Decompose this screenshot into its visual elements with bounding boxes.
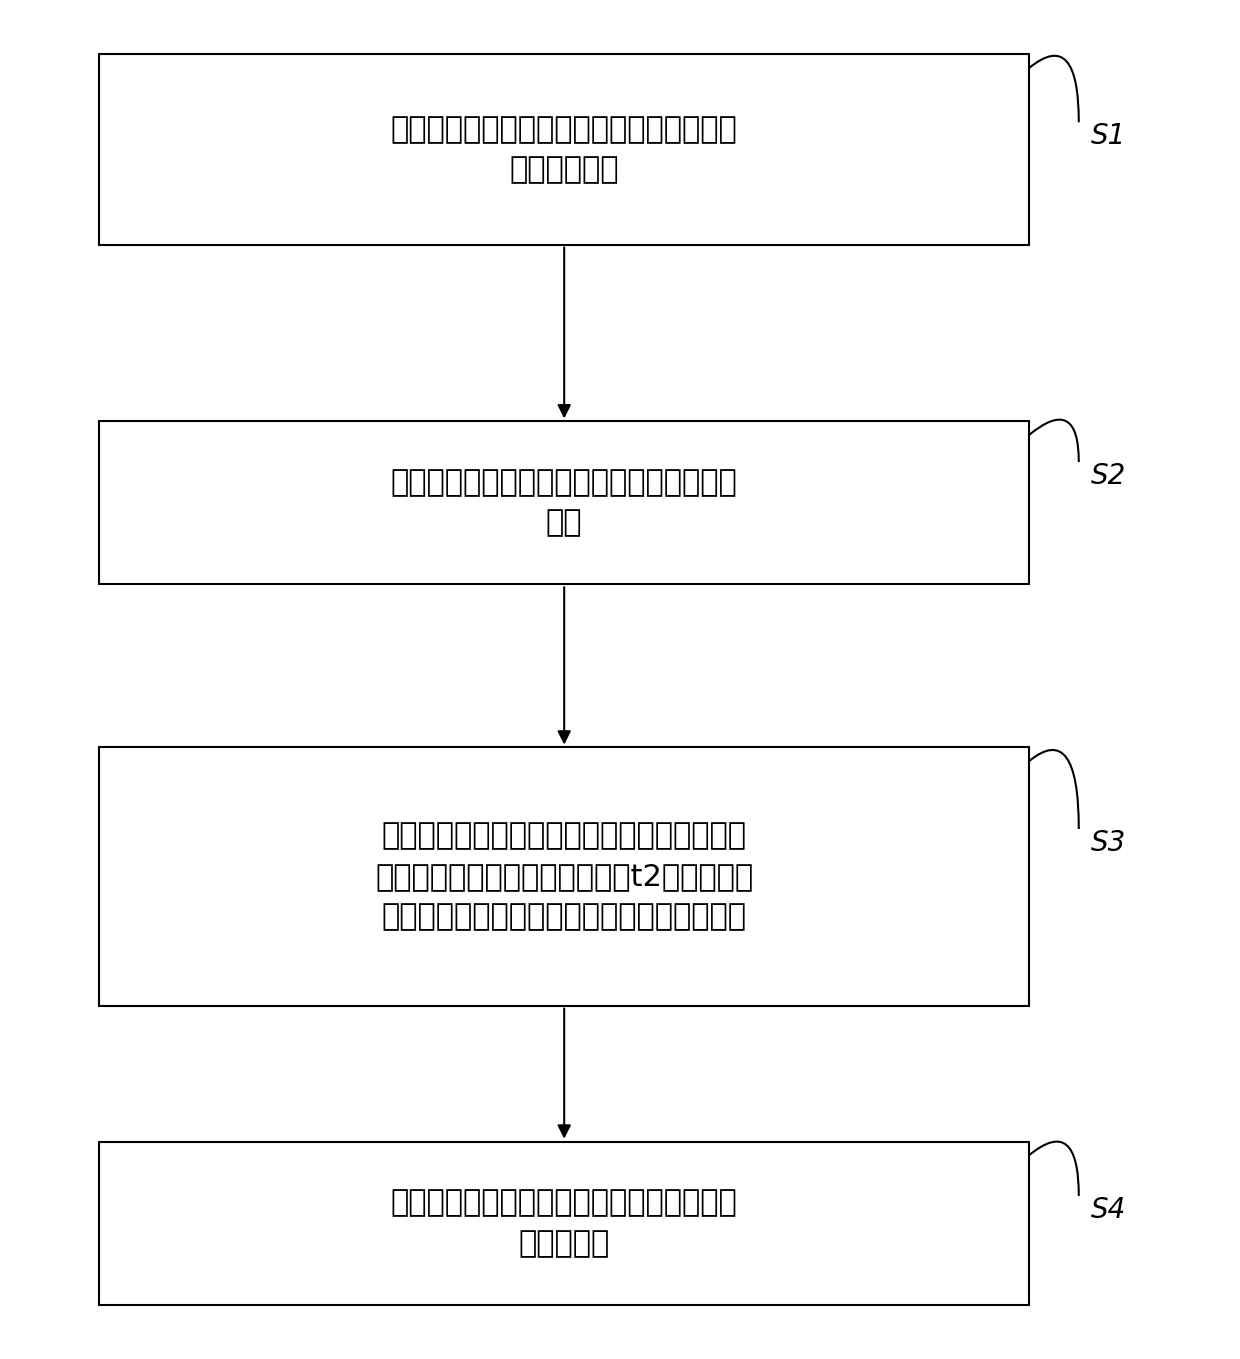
Text: S1: S1	[1091, 122, 1126, 149]
Text: S2: S2	[1091, 462, 1126, 489]
FancyBboxPatch shape	[99, 54, 1029, 245]
Text: 根据热泵机组的机组能力实时计算热泵机组的
最大机组能力，并每隔预设时间t2根据计算获
得的最大机组能力计算该热泵机组的能力效率: 根据热泵机组的机组能力实时计算热泵机组的 最大机组能力，并每隔预设时间t2根据计…	[376, 822, 753, 931]
Text: S4: S4	[1091, 1196, 1126, 1223]
FancyBboxPatch shape	[99, 421, 1029, 584]
FancyBboxPatch shape	[99, 747, 1029, 1006]
Text: 根据获得的进出水温差计算热泵机组的机组
能力: 根据获得的进出水温差计算热泵机组的机组 能力	[391, 467, 738, 538]
Text: 根据获得的能力效率以及能力衰减阈值对除
霜进行控制: 根据获得的能力效率以及能力衰减阈值对除 霜进行控制	[391, 1188, 738, 1258]
FancyBboxPatch shape	[99, 1142, 1029, 1305]
Text: 每隔预设时间记录一组进出水温差，获得多
组进出水温差: 每隔预设时间记录一组进出水温差，获得多 组进出水温差	[391, 114, 738, 185]
Text: S3: S3	[1091, 829, 1126, 856]
